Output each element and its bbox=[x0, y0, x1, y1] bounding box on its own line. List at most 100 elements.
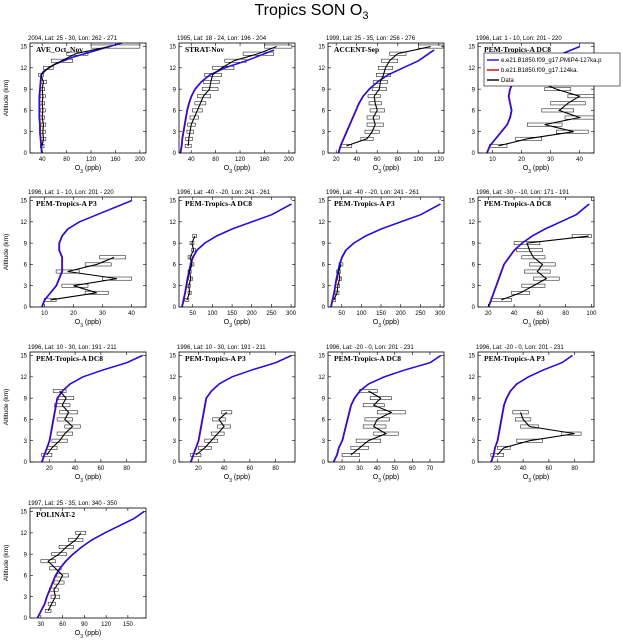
panel-header: 1996, Lat: -40 - -20, Lon: 241 - 261 bbox=[326, 190, 420, 196]
model-line-127ka bbox=[181, 203, 292, 307]
plot-frame bbox=[29, 196, 147, 308]
figure-title: Tropics SON O3 bbox=[254, 2, 369, 23]
y-tick-label: 6 bbox=[322, 263, 326, 269]
x-axis-label: O3 (ppb) bbox=[224, 319, 251, 329]
obs-line bbox=[501, 235, 589, 301]
obs-range-box bbox=[58, 545, 74, 549]
x-tick-label: 30 bbox=[99, 311, 106, 317]
y-tick-label: 15 bbox=[318, 199, 325, 205]
y-tick-label: 15 bbox=[169, 45, 176, 51]
y-axis-label: Altitude (km) bbox=[3, 545, 10, 581]
x-axis-label: O3 (ppb) bbox=[373, 319, 400, 329]
y-tick-label: 9 bbox=[173, 87, 177, 93]
y-tick-label: 3 bbox=[173, 284, 177, 290]
model-line-127ka bbox=[189, 354, 292, 462]
panel-header: 1996, Lat: 1 - 10, Lon: 201 - 220 bbox=[476, 36, 562, 42]
plot-data bbox=[330, 203, 441, 307]
y-tick-label: 0 bbox=[472, 305, 476, 311]
x-tick-label: 60 bbox=[247, 466, 254, 472]
y-tick-label: 0 bbox=[173, 151, 177, 157]
x-axis-label: O3 (ppb) bbox=[75, 474, 102, 484]
model-line-127ka bbox=[330, 203, 441, 307]
x-tick-label: 20 bbox=[46, 466, 53, 472]
obs-range-box bbox=[533, 276, 560, 281]
chart-panel: 1996, Lat: -20 - 0, Lon: 201 - 231 0 3 6 9 12… bbox=[318, 345, 445, 484]
x-tick-label: 100 bbox=[413, 157, 424, 163]
obs-range-box bbox=[44, 609, 52, 613]
x-axis-label: O3 (ppb) bbox=[373, 165, 400, 175]
obs-range-box bbox=[212, 417, 226, 422]
panel-header: 1996, Lat: 1 - 10, Lon: 201 - 220 bbox=[28, 190, 114, 196]
y-tick-label: 9 bbox=[322, 396, 326, 402]
y-tick-label: 15 bbox=[468, 45, 475, 51]
model-line-124ka bbox=[39, 43, 123, 153]
plot-frame bbox=[178, 196, 296, 308]
obs-range-box bbox=[53, 580, 65, 585]
x-tick-label: 20 bbox=[485, 311, 492, 317]
obs-range-box bbox=[242, 51, 274, 56]
obs-range-box bbox=[364, 129, 380, 134]
y-tick-label: 9 bbox=[24, 87, 28, 93]
obs-range-box bbox=[221, 410, 233, 415]
x-tick-label: 90 bbox=[81, 622, 88, 628]
obs-line bbox=[187, 46, 277, 146]
obs-range-box bbox=[56, 431, 73, 436]
obs-range-box bbox=[55, 269, 80, 274]
plot-data bbox=[490, 354, 582, 462]
chart-panel: 1997, Lat: 25 - 35, Lon: 340 - 350 0 3 6 9 12… bbox=[3, 501, 147, 640]
obs-range-box bbox=[84, 262, 112, 267]
obs-range-box bbox=[567, 94, 594, 99]
y-tick-label: 9 bbox=[472, 396, 476, 402]
y-tick-label: 9 bbox=[24, 396, 28, 402]
x-tick-label: 60 bbox=[374, 157, 381, 163]
obs-range-box bbox=[527, 122, 563, 127]
chart-panel: 1996, Lat: 1 - 10, Lon: 201 - 220 0 3 6 9 12 1… bbox=[3, 190, 147, 329]
y-tick-label: 3 bbox=[322, 439, 326, 445]
obs-range-box bbox=[561, 431, 582, 436]
y-tick-label: 3 bbox=[472, 130, 476, 136]
panel-header: 1996, Lat: -30 - -10, Lon: 171 - 191 bbox=[476, 190, 570, 196]
y-tick-label: 15 bbox=[468, 199, 475, 205]
chart-panel: 1999, Lat: 25 - 35, Lon: 256 - 276 0 3 6 9 12… bbox=[318, 36, 444, 175]
y-tick-label: 6 bbox=[24, 109, 28, 115]
x-tick-label: 80 bbox=[63, 157, 70, 163]
obs-range-box bbox=[341, 453, 360, 457]
panel-inner-label: PEM-Tropics-A DC8 bbox=[484, 199, 551, 208]
panel-header: 1997, Lat: 25 - 35, Lon: 340 - 350 bbox=[28, 501, 118, 507]
obs-range-box bbox=[197, 94, 211, 99]
x-tick-label: 50 bbox=[189, 311, 196, 317]
y-tick-label: 12 bbox=[20, 531, 27, 537]
obs-range-box bbox=[51, 438, 68, 443]
plot-data bbox=[40, 199, 133, 307]
plot-data bbox=[181, 203, 292, 307]
y-tick-label: 0 bbox=[24, 460, 28, 466]
panel-header: 1996, Lat: -40 - -20, Lon: 241 - 261 bbox=[177, 190, 271, 196]
y-tick-label: 6 bbox=[322, 418, 326, 424]
obs-range-box bbox=[99, 255, 126, 260]
x-tick-label: 80 bbox=[394, 157, 401, 163]
y-tick-label: 3 bbox=[24, 130, 28, 136]
y-tick-label: 6 bbox=[173, 418, 177, 424]
y-tick-label: 0 bbox=[322, 305, 326, 311]
obs-range-box bbox=[350, 445, 369, 450]
obs-range-box bbox=[490, 453, 505, 457]
x-tick-label: 200 bbox=[247, 311, 258, 317]
obs-range-box bbox=[84, 290, 109, 295]
y-tick-label: 12 bbox=[20, 220, 27, 226]
plot-data bbox=[487, 203, 592, 307]
y-tick-label: 12 bbox=[169, 220, 176, 226]
obs-range-box bbox=[41, 453, 53, 457]
y-tick-label: 3 bbox=[472, 284, 476, 290]
x-tick-label: 20 bbox=[195, 466, 202, 472]
x-tick-label: 20 bbox=[518, 157, 525, 163]
y-tick-label: 12 bbox=[20, 66, 27, 72]
obs-range-box bbox=[550, 101, 586, 106]
obs-range-box bbox=[520, 424, 539, 429]
obs-range-box bbox=[54, 403, 71, 408]
y-tick-label: 12 bbox=[318, 220, 325, 226]
x-tick-label: 200 bbox=[135, 157, 146, 163]
plot-data bbox=[179, 44, 293, 153]
y-tick-label: 12 bbox=[468, 220, 475, 226]
legend-entry: b.e21.B1850.f09_g17.124ka. bbox=[501, 68, 578, 74]
y-tick-label: 0 bbox=[472, 460, 476, 466]
